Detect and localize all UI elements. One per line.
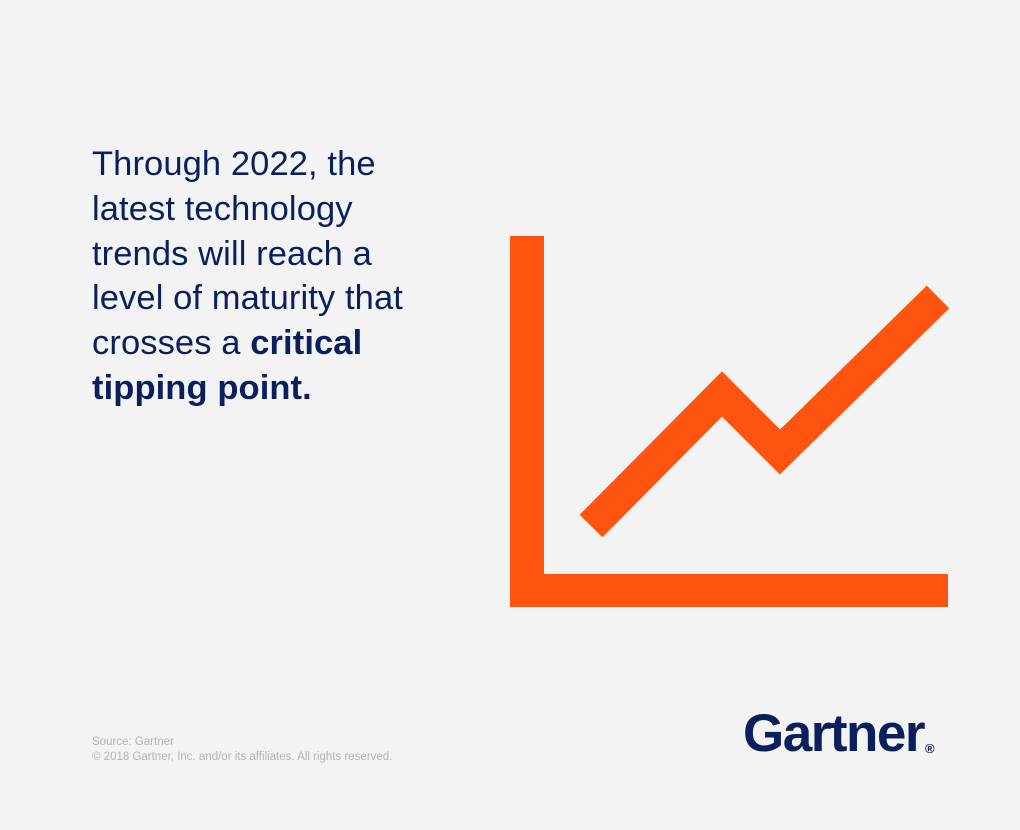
- headline-line-2: latest technology: [92, 189, 353, 228]
- headline-line-5-regular: crosses a: [92, 324, 251, 363]
- headline-line-4: level of maturity that: [92, 279, 403, 318]
- headline-line-3: trends will reach a: [92, 234, 372, 273]
- logo-wordmark: Gartner: [743, 704, 925, 763]
- chart-trend-line-shape: [579, 285, 950, 538]
- source-text: Source: Gartner: [92, 736, 174, 748]
- headline-line-6: tipping point.: [92, 366, 472, 411]
- headline-emphasis-tipping-point: tipping point.: [92, 368, 312, 407]
- headline-line-1: Through 2022, the: [92, 145, 376, 183]
- headline-line-5: crosses a critical: [92, 321, 472, 366]
- headline: Through 2022, the latest technology tren…: [92, 142, 472, 411]
- headline-emphasis-critical: critical: [250, 324, 363, 363]
- footer-credits: Source: Gartner © 2018 Gartner, Inc. and…: [92, 735, 392, 765]
- gartner-logo: Gartner®: [743, 704, 935, 777]
- copyright-text: © 2018 Gartner, Inc. and/or its affiliat…: [92, 751, 393, 763]
- registered-mark: ®: [924, 741, 935, 756]
